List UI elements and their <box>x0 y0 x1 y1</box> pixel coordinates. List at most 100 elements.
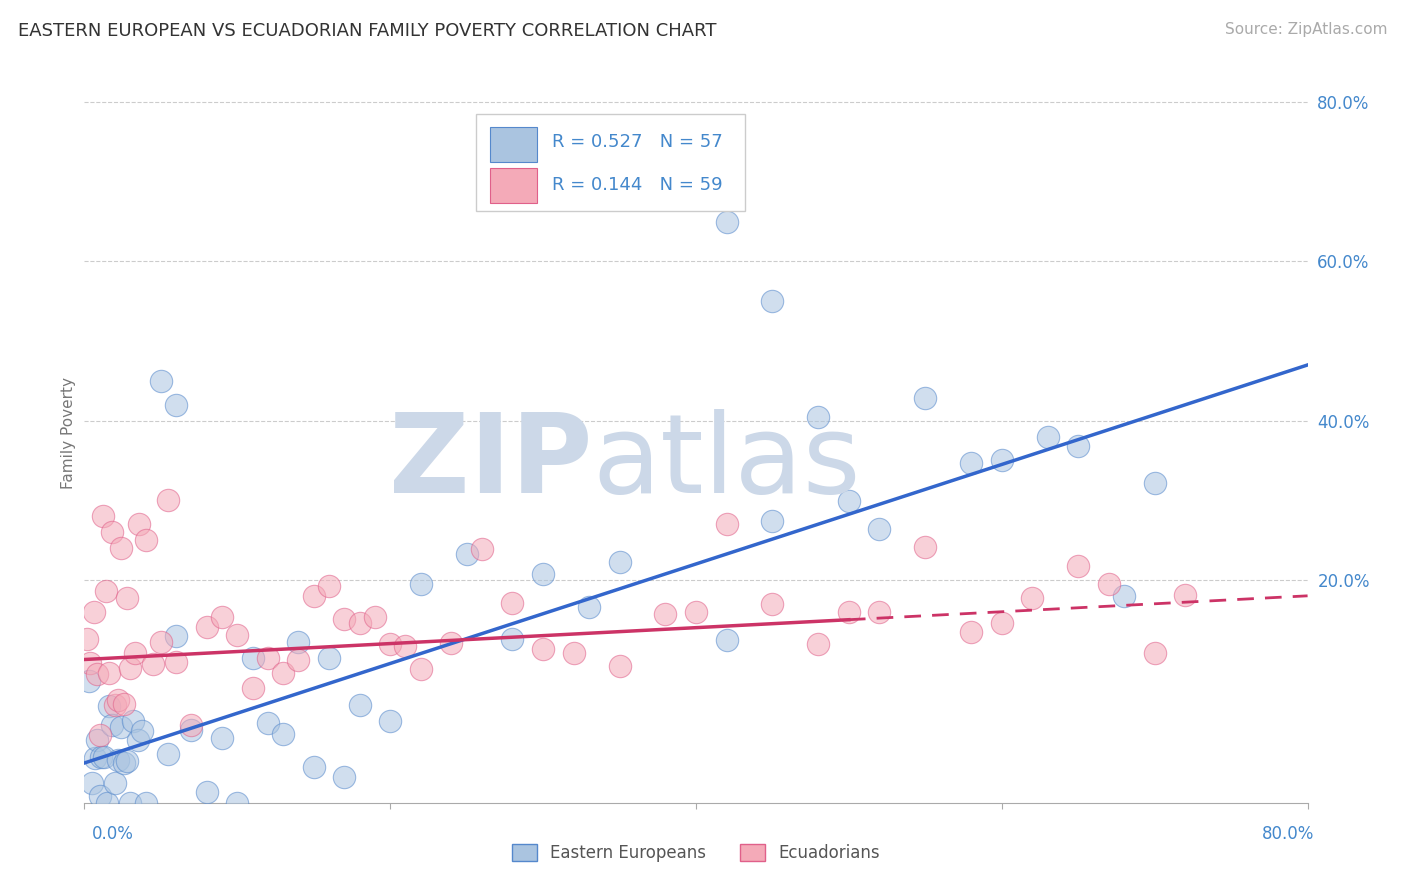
Point <box>578 600 600 615</box>
Point <box>333 770 356 784</box>
Point <box>80 776 103 790</box>
Point <box>394 639 416 653</box>
Point <box>562 646 585 660</box>
Point <box>914 391 936 405</box>
Bar <box>491 127 537 162</box>
Point <box>157 747 180 761</box>
FancyBboxPatch shape <box>475 114 745 211</box>
Point <box>76 632 98 647</box>
Point <box>471 541 494 556</box>
Point <box>127 732 149 747</box>
Point <box>807 409 830 424</box>
Bar <box>491 168 537 203</box>
Point <box>180 723 202 738</box>
Point <box>112 756 135 770</box>
Point <box>86 732 108 747</box>
Point <box>302 760 325 774</box>
Point <box>142 657 165 672</box>
Point <box>440 635 463 649</box>
Point <box>94 583 117 598</box>
Point <box>409 662 432 676</box>
Point <box>97 699 120 714</box>
Point <box>991 452 1014 467</box>
Point <box>349 616 371 631</box>
Point <box>165 398 187 412</box>
Point <box>104 698 127 713</box>
Point <box>124 646 146 660</box>
Point <box>287 653 309 667</box>
Point <box>128 517 150 532</box>
Point <box>1174 588 1197 602</box>
Point <box>149 374 172 388</box>
Point <box>135 796 157 810</box>
Point <box>107 692 129 706</box>
Point <box>165 629 187 643</box>
Point <box>1098 576 1121 591</box>
Point <box>364 610 387 624</box>
Point <box>110 720 132 734</box>
Point <box>104 776 127 790</box>
Point <box>869 522 891 536</box>
Point <box>120 661 142 675</box>
Legend: Eastern Europeans, Ecuadorians: Eastern Europeans, Ecuadorians <box>506 837 886 869</box>
Point <box>83 605 105 619</box>
Text: 0.0%: 0.0% <box>91 825 134 843</box>
Point <box>531 642 554 657</box>
Point <box>195 785 218 799</box>
Point <box>131 723 153 738</box>
Point <box>960 456 983 470</box>
Text: 80.0%: 80.0% <box>1263 825 1315 843</box>
Text: R = 0.527   N = 57: R = 0.527 N = 57 <box>551 134 723 152</box>
Point <box>1036 430 1059 444</box>
Point <box>84 751 107 765</box>
Point <box>761 597 783 611</box>
Point <box>716 633 738 648</box>
Point <box>120 796 142 810</box>
Text: R = 0.144   N = 59: R = 0.144 N = 59 <box>551 176 723 194</box>
Point <box>761 514 783 528</box>
Point <box>716 214 738 228</box>
Point <box>838 605 860 619</box>
Point <box>211 731 233 745</box>
Point <box>531 566 554 581</box>
Point <box>90 750 112 764</box>
Point <box>380 637 402 651</box>
Point <box>157 493 180 508</box>
Point <box>380 714 402 728</box>
Point <box>333 612 356 626</box>
Point <box>271 727 294 741</box>
Point <box>112 698 135 712</box>
Point <box>609 659 631 673</box>
Point <box>93 749 115 764</box>
Text: atlas: atlas <box>592 409 860 516</box>
Point <box>1114 589 1136 603</box>
Point <box>242 681 264 695</box>
Point <box>349 698 371 712</box>
Point <box>107 753 129 767</box>
Point <box>226 628 249 642</box>
Point <box>1143 646 1166 660</box>
Point <box>211 609 233 624</box>
Point <box>89 728 111 742</box>
Point <box>761 294 783 309</box>
Point <box>869 605 891 619</box>
Point <box>195 620 218 634</box>
Point <box>302 589 325 603</box>
Point <box>149 635 172 649</box>
Point <box>991 616 1014 631</box>
Point <box>502 596 524 610</box>
Text: EASTERN EUROPEAN VS ECUADORIAN FAMILY POVERTY CORRELATION CHART: EASTERN EUROPEAN VS ECUADORIAN FAMILY PO… <box>18 22 717 40</box>
Point <box>97 666 120 681</box>
Point <box>654 607 676 622</box>
Text: ZIP: ZIP <box>388 409 592 516</box>
Point <box>257 650 280 665</box>
Point <box>318 579 340 593</box>
Point <box>89 789 111 803</box>
Point <box>101 525 124 540</box>
Point <box>716 517 738 532</box>
Point <box>914 541 936 555</box>
Point <box>101 718 124 732</box>
Point <box>77 673 100 688</box>
Point <box>609 555 631 569</box>
Point <box>79 656 101 670</box>
